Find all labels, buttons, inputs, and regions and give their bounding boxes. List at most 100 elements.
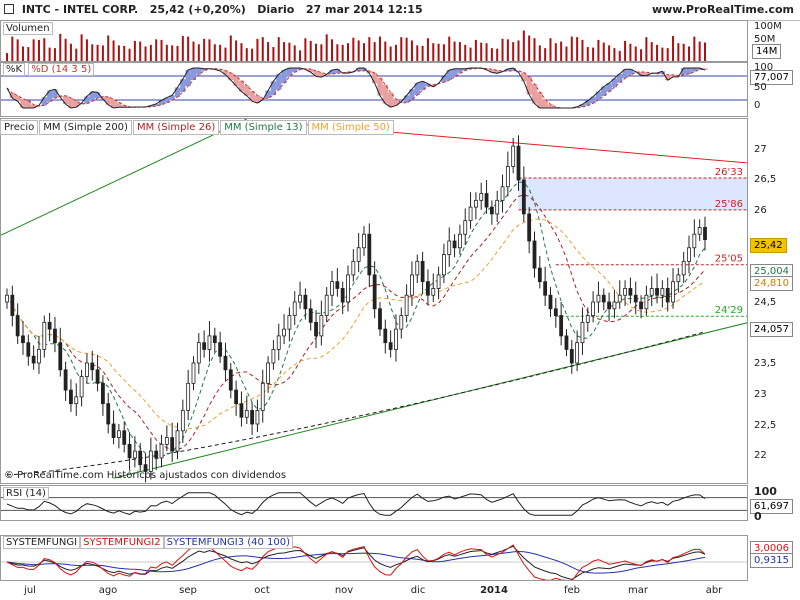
price-tick-27: 27 xyxy=(754,144,767,155)
x-label-mar: mar xyxy=(628,585,648,596)
resistance-zone xyxy=(518,177,747,210)
volume-bar xyxy=(677,43,680,61)
tab-ma26[interactable]: MM (Simple 26) xyxy=(132,120,220,135)
candle-body xyxy=(207,335,212,350)
candle-body xyxy=(607,301,611,310)
price-panel: 26'33 25'86 25'05 24'29 xyxy=(0,118,748,484)
price-chart[interactable]: 26'33 25'86 25'05 24'29 xyxy=(1,119,748,484)
volume-bar xyxy=(506,39,509,61)
volume-bar xyxy=(11,36,14,61)
candle-body xyxy=(228,369,233,391)
volume-bar xyxy=(272,47,275,61)
volume-bar xyxy=(101,45,104,61)
rsi-chart xyxy=(1,492,747,516)
stoch-k-line xyxy=(6,67,706,109)
header-left: INTC - INTEL CORP. 25,42 (+0,20%) Diario… xyxy=(4,3,423,16)
rsi-current-tag: 61,697 xyxy=(750,499,793,514)
candle-body xyxy=(292,301,297,316)
candle-body xyxy=(21,335,25,344)
candle-body xyxy=(484,193,489,208)
candle-body xyxy=(282,328,286,337)
volume-bar xyxy=(592,47,595,61)
candle-body xyxy=(335,281,340,289)
stoch-k-label: %K xyxy=(3,63,26,76)
volume-bar xyxy=(538,45,541,61)
candle-body xyxy=(442,254,446,276)
candle-body xyxy=(276,335,281,350)
x-label-abr: abr xyxy=(705,585,723,596)
tab-ma50[interactable]: MM (Simple 50) xyxy=(307,120,394,135)
ticker-label: INTC - INTEL CORP. xyxy=(21,3,139,16)
candle-body xyxy=(500,186,505,201)
level-label-1: 25'86 xyxy=(715,199,743,210)
volume-bar xyxy=(357,40,360,61)
volume-bar xyxy=(661,47,664,61)
volume-bar xyxy=(554,43,557,61)
price-axis: 27 26,5 26 25,42 25,004 24,810 24,5 24,0… xyxy=(748,118,800,484)
price-tick-23-5: 23,5 xyxy=(754,358,777,369)
tab-ma13[interactable]: MM (Simple 13) xyxy=(220,120,307,135)
volume-bar xyxy=(299,50,302,61)
candle-body xyxy=(431,288,436,296)
candle-body xyxy=(388,342,393,350)
candle-body xyxy=(692,233,697,249)
candle-body xyxy=(633,294,638,303)
candle-body xyxy=(212,335,217,344)
candle-body xyxy=(196,342,201,364)
stochastic-panel: %K %D (14 3 5) xyxy=(0,62,748,117)
sys2-line xyxy=(6,543,706,580)
candle-body xyxy=(404,294,409,316)
volume-bar xyxy=(480,42,483,61)
volume-bar xyxy=(352,37,355,61)
candle-body xyxy=(527,213,532,242)
volume-bar xyxy=(203,38,206,61)
candle-body xyxy=(223,355,228,371)
candle-body xyxy=(346,274,350,303)
sys2-label: SYSTEMFUNGI2 xyxy=(80,536,164,549)
volume-bar xyxy=(117,45,120,61)
systemfungi-labels: SYSTEMFUNGI SYSTEMFUNGI2 SYSTEMFUNGI3 (40 … xyxy=(3,536,294,549)
volume-bar xyxy=(464,44,467,61)
ma26-line xyxy=(6,194,706,451)
volume-bar xyxy=(315,43,318,61)
rsi-panel: RSI (14) xyxy=(0,485,748,521)
candle-body xyxy=(250,410,254,425)
candle-body xyxy=(74,396,79,405)
volume-bar xyxy=(704,42,706,61)
candle-body xyxy=(399,315,404,330)
tab-ma200[interactable]: MM (Simple 200) xyxy=(39,120,132,135)
copyright-text: © ProRealTime.com Históricos ajustados c… xyxy=(4,470,287,481)
volume-bar xyxy=(112,40,115,61)
candle-body xyxy=(452,240,457,249)
menu-icon[interactable] xyxy=(4,4,14,14)
volume-current-tag: 14M xyxy=(752,44,782,59)
candle-body xyxy=(58,342,63,371)
volume-bar xyxy=(187,36,190,61)
volume-bar xyxy=(624,41,627,61)
volume-bar xyxy=(85,39,88,61)
volume-bar xyxy=(245,48,248,61)
volume-bar xyxy=(149,44,152,61)
candle-body xyxy=(612,301,617,310)
period-label: Diario xyxy=(257,3,295,16)
candle-body xyxy=(138,450,143,466)
x-label-dic: dic xyxy=(410,585,426,596)
candle-body xyxy=(47,321,52,330)
volume-bar xyxy=(197,44,200,61)
candle-body xyxy=(10,294,15,316)
volume-bar xyxy=(549,38,552,61)
candle-body xyxy=(340,288,345,303)
volume-bar xyxy=(176,45,179,61)
tab-precio[interactable]: Precio xyxy=(0,120,39,135)
rsi-tick-0: 0 xyxy=(754,510,762,523)
candle-body xyxy=(468,206,473,222)
candle-body xyxy=(90,362,95,371)
volume-bar xyxy=(469,47,472,61)
candle-body xyxy=(420,260,425,283)
x-axis: jul ago sep oct nov dic 2014 feb mar abr xyxy=(0,582,748,600)
candle-body xyxy=(553,308,558,316)
ma50-current-tag: 24,810 xyxy=(750,276,793,291)
site-link[interactable]: www.ProRealTime.com xyxy=(651,3,794,16)
candle-body xyxy=(495,199,500,215)
x-label-sep: sep xyxy=(179,585,197,596)
